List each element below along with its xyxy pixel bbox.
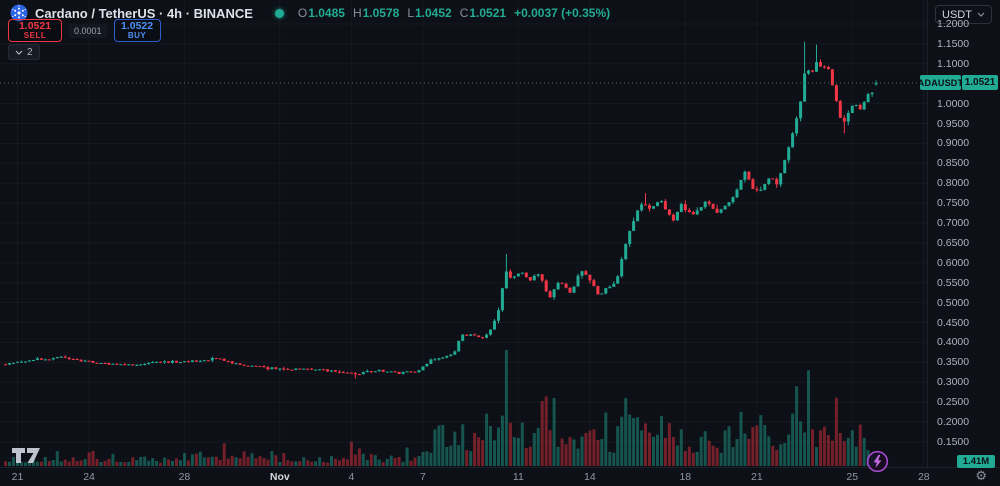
lightning-badge-icon[interactable]: [866, 450, 889, 473]
sell-price: 1.0521: [18, 19, 52, 32]
price-tick-label: 0.3000: [937, 376, 970, 389]
gear-icon[interactable]: ⚙: [975, 468, 987, 483]
close-value: 1.0521: [469, 6, 507, 20]
price-tick-label: 1.1500: [937, 37, 970, 50]
market-status-dot[interactable]: [274, 8, 284, 18]
high-label: H: [352, 6, 362, 20]
price-tick-label: 0.7500: [937, 197, 970, 210]
time-tick-label: 18: [679, 471, 692, 483]
trade-panel: 1.0521 SELL 0.0001 1.0522 BUY: [8, 19, 161, 42]
price-tick-label: 0.4000: [937, 336, 970, 349]
symbol-title[interactable]: Cardano / TetherUS · 4h · BINANCE: [35, 5, 253, 21]
price-tick-label: 0.8000: [937, 177, 970, 190]
open-label: O: [297, 6, 308, 20]
cardano-logo-icon: [10, 4, 28, 22]
time-tick-label: 7: [420, 471, 426, 483]
price-tick-label: 0.5500: [937, 276, 970, 289]
buy-button[interactable]: 1.0522 BUY: [113, 19, 161, 42]
price-tick-label: 0.9000: [937, 137, 970, 150]
time-tick-label: 25: [846, 471, 859, 483]
change-value: +0.0037 (+0.35%): [514, 6, 611, 20]
close-label: C: [459, 6, 469, 20]
price-tick-label: 0.2000: [937, 416, 970, 428]
low-value: 1.0452: [415, 6, 452, 20]
last-price-tag: 1.0521: [962, 75, 998, 91]
price-tick-label: 1.0000: [937, 97, 970, 110]
price-tick-label: 0.7000: [937, 217, 970, 229]
open-value: 1.0485: [308, 6, 345, 20]
time-tick-label: 11: [512, 471, 524, 483]
price-tick-label: 0.2500: [937, 396, 970, 409]
price-tick-label: 0.4500: [937, 316, 970, 329]
time-tick-label: 14: [584, 471, 596, 483]
chevron-down-icon: [15, 50, 23, 55]
buy-label: BUY: [127, 30, 147, 40]
indicator-count: 2: [27, 46, 33, 58]
currency-label: USDT: [942, 8, 972, 21]
time-tick-label: 28: [917, 471, 930, 483]
price-tick-label: 1.1000: [937, 57, 970, 70]
spread-value: 0.0001: [69, 23, 107, 38]
ohlc-readout: O 1.0485 H 1.0578 L 1.0452 C 1.0521 +0.0037 …: [298, 6, 610, 20]
high-value: 1.0578: [362, 6, 400, 20]
time-tick-label: Nov: [269, 471, 290, 483]
price-tick-label: 0.9500: [937, 117, 970, 130]
low-label: L: [407, 6, 414, 20]
price-tick-label: 0.6500: [937, 236, 970, 249]
tradingview-logo[interactable]: [12, 447, 46, 464]
buy-price: 1.0522: [120, 19, 154, 32]
price-tick-label: 0.6000: [937, 256, 970, 269]
time-axis[interactable]: 21 24 28 Nov 4 7 11 14 18 21 25 28: [0, 467, 1000, 486]
time-tick-label: 4: [348, 471, 355, 483]
chart-header: Cardano / TetherUS · 4h · BINANCE O 1.048…: [10, 4, 610, 22]
price-tick-label: 1.2000: [937, 18, 970, 30]
chevron-down-icon: [977, 12, 985, 17]
price-tick-label: 0.5000: [937, 296, 970, 309]
time-tick-label: 28: [178, 471, 191, 483]
price-axis[interactable]: USDT 1.2000 1.1500 1.1000 1.0000 0.9500 0.900…: [927, 0, 1000, 467]
sell-button[interactable]: 1.0521 SELL: [8, 19, 62, 42]
indicators-collapse-chip[interactable]: 2: [8, 44, 40, 60]
volume-tag: 1.41M: [957, 455, 995, 468]
time-tick-label: 21: [11, 471, 24, 483]
time-tick-label: 21: [751, 471, 763, 483]
sell-label: SELL: [23, 30, 47, 40]
price-tick-label: 0.1500: [937, 435, 970, 448]
time-tick-label: 24: [83, 471, 95, 483]
symbol-price-tag: ADAUSDT: [918, 75, 963, 91]
price-tick-label: 0.3500: [937, 356, 970, 369]
price-tick-label: 0.8500: [937, 157, 970, 170]
currency-selector-button[interactable]: USDT: [935, 5, 992, 24]
